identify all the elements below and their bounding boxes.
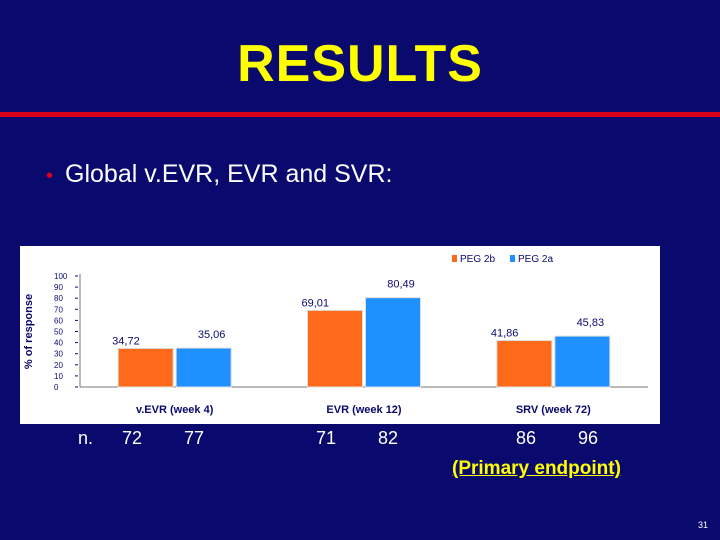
- y-tick-label: 0: [54, 383, 59, 392]
- data-label: 80,49: [387, 279, 415, 291]
- bar: [175, 347, 232, 388]
- title-divider: [0, 112, 720, 117]
- count-value: 82: [378, 428, 399, 448]
- count-value: 77: [184, 428, 205, 448]
- bullet-dot-icon: •: [46, 165, 54, 187]
- bullet-text: Global v.EVR, EVR and SVR:: [65, 160, 393, 188]
- y-tick-label: 20: [54, 361, 63, 370]
- data-label: 41,86: [491, 328, 519, 340]
- legend-label: PEG 2b: [460, 254, 495, 265]
- sample-size-row: n. 72 77 71 82 86 96: [0, 426, 720, 452]
- count-value: 86: [516, 428, 537, 448]
- counts-label: n.: [78, 428, 94, 448]
- y-tick-label: 100: [54, 272, 68, 281]
- legend-label: PEG 2a: [518, 254, 553, 265]
- y-tick-label: 70: [54, 305, 63, 314]
- data-label: 34,72: [112, 335, 140, 347]
- bar-chart: % of response 0 10 20 30 40 50 60 70 80 90 100 34,72…: [23, 254, 648, 416]
- x-tick-label: SRV (week 72): [516, 404, 591, 416]
- y-tick-label: 30: [54, 350, 63, 359]
- y-tick-label: 80: [54, 294, 63, 303]
- legend-swatch: [510, 255, 515, 262]
- page-number: 31: [697, 520, 708, 530]
- bar: [554, 335, 611, 388]
- count-value: 72: [122, 428, 143, 448]
- y-axis-label: % of response: [23, 294, 35, 369]
- x-tick-label: EVR (week 12): [326, 404, 402, 416]
- count-value: 71: [316, 428, 337, 448]
- y-tick-label: 10: [54, 372, 63, 381]
- y-tick-label: 50: [54, 328, 63, 337]
- slide-title: RESULTS: [237, 35, 483, 93]
- y-tick-label: 90: [54, 283, 63, 292]
- data-label: 45,83: [577, 317, 605, 329]
- bullet-item: • Global v.EVR, EVR and SVR:: [46, 160, 392, 189]
- y-tick-label: 40: [54, 339, 63, 348]
- bar: [365, 297, 421, 388]
- y-tick-label: 60: [54, 316, 63, 325]
- data-label: 69,01: [302, 297, 330, 309]
- count-value: 96: [578, 428, 599, 448]
- bar: [307, 309, 363, 388]
- data-label: 35,06: [198, 329, 226, 341]
- legend-swatch: [452, 255, 457, 262]
- chart-area: % of response 0 10 20 30 40 50 60 70 80 90 100 34,72…: [20, 246, 660, 424]
- bar: [496, 340, 553, 388]
- bar: [117, 347, 174, 388]
- x-tick-label: v.EVR (week 4): [136, 404, 214, 416]
- primary-endpoint-note: (Primary endpoint): [452, 458, 621, 479]
